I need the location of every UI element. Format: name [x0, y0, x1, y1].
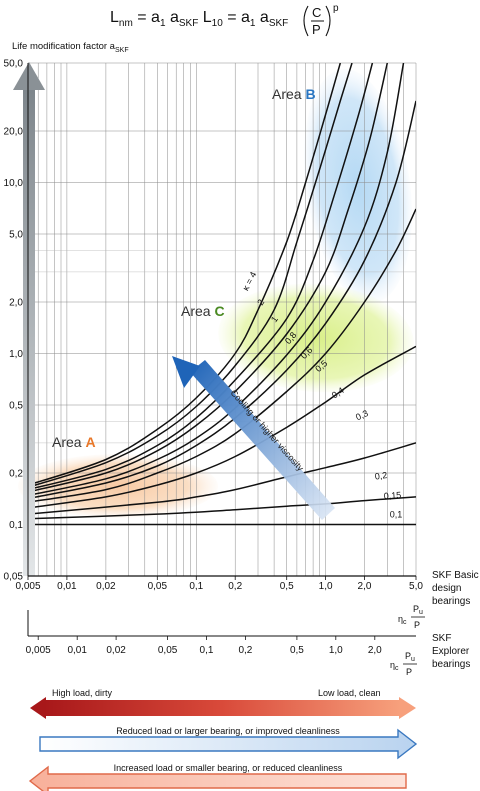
x-formula-explorer: ηc Pu P: [390, 651, 417, 677]
curve-label: 2: [255, 298, 266, 308]
x-formula-basic-den: P: [414, 620, 420, 630]
curve-label: 0,2: [374, 470, 388, 482]
y-tick-label: 50,0: [4, 59, 24, 70]
area-b-shape: [303, 68, 413, 304]
x-tick-label-explorer: 0,02: [106, 645, 126, 656]
x-tick-label-basic: 0,5: [280, 581, 294, 592]
chart-title: Lnm = a1 aSKF L10 = a1 aSKF: [110, 9, 288, 29]
area-c-shape: [218, 283, 414, 393]
x-tick-label-explorer: 1,0: [329, 645, 343, 656]
curves: [28, 63, 416, 526]
curve-kappa: [28, 496, 416, 520]
x-tick-labels-explorer: 0,005 0,01 0,02 0,05 0,1 0,2 0,5 1,0 2,0: [26, 636, 382, 656]
x-tick-label-explorer: 0,05: [158, 645, 178, 656]
y-tick-label: 10,0: [4, 178, 24, 189]
area-a-label: Area A: [52, 434, 96, 450]
x-tick-label-explorer: 2,0: [368, 645, 382, 656]
title-exp: p: [333, 3, 339, 14]
y-axis-arrow: [13, 62, 45, 576]
y-tick-label: 0,5: [9, 401, 23, 412]
x-formula-explorer-den: P: [406, 667, 412, 677]
title-frac-num: C: [312, 5, 321, 20]
load-arrow: High load, dirty Low load, clean: [30, 688, 416, 719]
x-tick-label-basic: 0,02: [96, 581, 116, 592]
x-formula-basic-num: Pu: [413, 604, 423, 616]
load-left-label: High load, dirty: [52, 688, 113, 698]
x-tick-label-basic: 0,005: [15, 581, 40, 592]
x-tick-label-basic: 0,2: [228, 581, 242, 592]
curve-kappa: [28, 208, 416, 503]
x-tick-label-explorer: 0,005: [26, 645, 51, 656]
x-tick-label-basic: 0,1: [189, 581, 203, 592]
y-tick-labels: 0,05 0,1 0,2 0,5 1,0 2,0 5,0 10,0 20,0 50,0: [4, 59, 24, 583]
curve-label: κ = 4: [240, 270, 258, 292]
y-tick-label: 5,0: [9, 230, 23, 241]
curve-kappa: [28, 345, 416, 509]
x-tick-label-explorer: 0,1: [200, 645, 214, 656]
x-formula-basic-eta: ηc: [398, 614, 407, 626]
y-tick-label: 1,0: [9, 349, 23, 360]
x-axis-basic-title: SKF Basic design bearings: [432, 570, 479, 607]
reduced-load-arrow: Reduced load or larger bearing, or impro…: [39, 726, 418, 760]
load-right-label: Low load, clean: [318, 688, 381, 698]
x-axis-basic-line1: SKF Basic: [432, 570, 479, 581]
increased-label: Increased load or smaller bearing, or re…: [114, 763, 343, 773]
area-c-label: Area C: [181, 303, 225, 319]
x-tick-label-basic: 0,01: [57, 581, 77, 592]
x-axis-basic-line2: design: [432, 583, 461, 594]
curve-label: 1: [269, 314, 280, 324]
area-b-label: Area B: [272, 86, 316, 102]
y-tick-label: 0,05: [4, 572, 24, 583]
y-tick-label: 20,0: [4, 127, 24, 138]
curve-kappa: [28, 442, 416, 515]
axes: [27, 63, 416, 637]
curve-kappa: [28, 100, 416, 500]
title-fraction: C P p: [303, 3, 339, 37]
x-formula-explorer-eta: ηc: [390, 660, 399, 672]
x-formula-explorer-num: Pu: [405, 651, 415, 663]
x-axis-basic-line3: bearings: [432, 596, 470, 607]
curve-label: 0,3: [354, 408, 370, 422]
x-tick-label-explorer: 0,2: [238, 645, 252, 656]
curve-kappa: [28, 63, 353, 489]
curve-kappa: [28, 63, 374, 491]
title-frac-den: P: [312, 22, 321, 37]
x-tick-label-explorer: 0,5: [290, 645, 304, 656]
y-tick-label: 0,2: [9, 469, 23, 480]
y-tick-label: 0,1: [9, 520, 23, 531]
x-formula-basic: ηc Pu P: [398, 604, 425, 630]
curve-kappa: [28, 63, 405, 497]
x-tick-label-basic: 0,05: [148, 581, 168, 592]
x-tick-label-basic: 1,0: [319, 581, 333, 592]
curve-kappa: [28, 63, 342, 486]
x-tick-labels-basic: 0,005 0,01 0,02 0,05 0,1 0,2 0,5 1,0 2,0 5,0: [15, 576, 423, 592]
x-tick-label-basic: 5,0: [409, 581, 423, 592]
reduced-label: Reduced load or larger bearing, or impro…: [116, 726, 340, 736]
x-axis-explorer-title: SKF Explorer bearings: [432, 633, 470, 670]
y-tick-label: 2,0: [9, 298, 23, 309]
curve-label: 0,15: [383, 490, 401, 501]
increased-load-arrow: Increased load or smaller bearing, or re…: [28, 763, 407, 791]
x-axis-explorer-line2: Explorer: [432, 646, 470, 657]
curve-label: 0,1: [390, 509, 403, 519]
x-axis-explorer-line3: bearings: [432, 659, 470, 670]
y-axis-label: Life modification factor aSKF: [12, 41, 129, 54]
x-tick-label-basic: 2,0: [358, 581, 372, 592]
x-axis-explorer-line1: SKF: [432, 633, 451, 644]
x-tick-label-explorer: 0,01: [67, 645, 87, 656]
curve-kappa: [28, 63, 389, 493]
